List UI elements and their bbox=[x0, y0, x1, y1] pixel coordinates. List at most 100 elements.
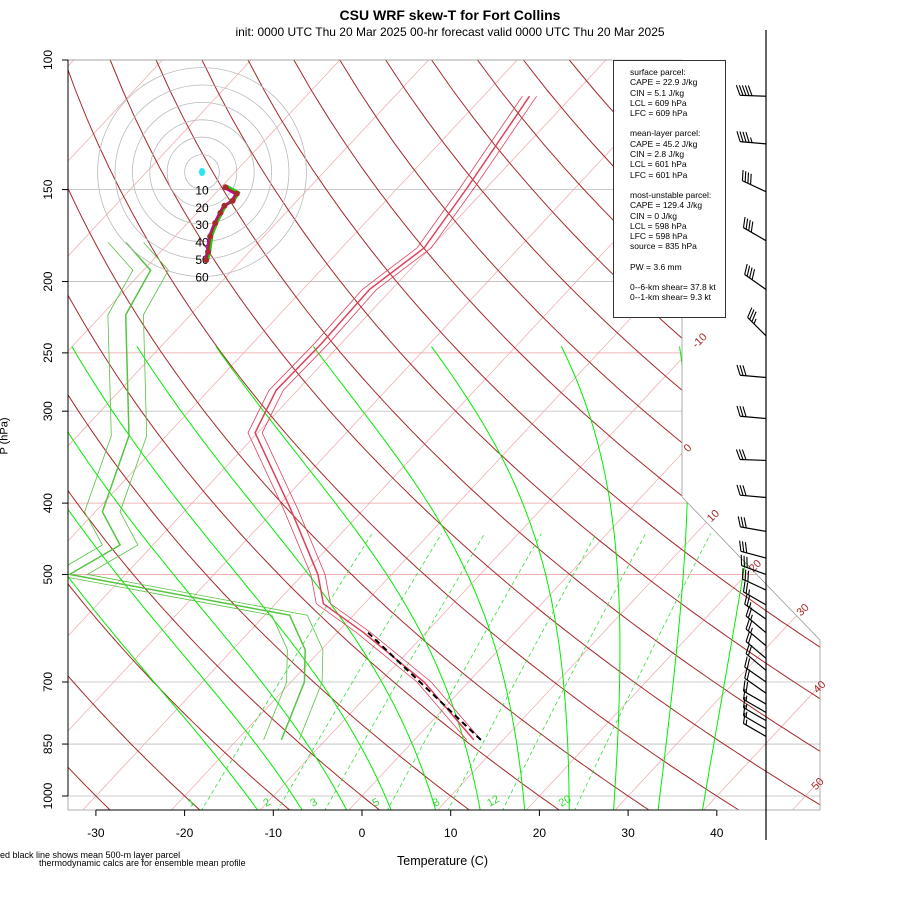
stat-line: most-unstable parcel: bbox=[630, 189, 712, 200]
wind-barb-half-feather bbox=[749, 137, 753, 143]
isotherm-line bbox=[68, 60, 341, 810]
footnote-calcs: thermodynamic calcs are for ensemble mea… bbox=[39, 858, 246, 868]
dry-adiabat bbox=[68, 60, 742, 810]
dry-adiabat bbox=[155, 60, 820, 810]
stat-line: mean-layer parcel: bbox=[630, 128, 701, 139]
hodograph-point bbox=[229, 197, 236, 204]
mixing-ratio-label: 12 bbox=[485, 793, 502, 810]
wind-barb bbox=[743, 690, 767, 705]
wind-barb-feather bbox=[744, 569, 747, 581]
wind-barb-feather bbox=[744, 85, 750, 96]
y-tick-label: 1000 bbox=[41, 782, 55, 809]
wind-barb-feather bbox=[746, 265, 751, 277]
isotherm-label: 10 bbox=[705, 508, 722, 525]
dewpoint-line bbox=[68, 242, 306, 741]
dry-adiabat bbox=[706, 60, 820, 810]
wind-barb-feather bbox=[745, 681, 749, 693]
wind-barb-half-feather bbox=[745, 719, 748, 726]
hodograph-ring-label: 20 bbox=[195, 201, 209, 215]
wind-barb-feather bbox=[742, 680, 746, 692]
hodograph-point bbox=[222, 184, 229, 191]
wind-barb-feather bbox=[749, 309, 755, 320]
wind-barb bbox=[745, 615, 767, 634]
x-axis-label: Temperature (C) bbox=[397, 854, 488, 868]
mixing-ratio-label: 2 bbox=[261, 796, 272, 809]
wind-barb-feather bbox=[741, 541, 745, 553]
dry-adiabat bbox=[68, 60, 292, 810]
stat-line: surface parcel: bbox=[630, 67, 686, 77]
x-tick-label: 20 bbox=[533, 826, 547, 840]
hodograph-ring-label: 10 bbox=[195, 183, 209, 197]
x-tick-label: -20 bbox=[176, 826, 194, 840]
shear-0-1km: 0--1-km shear= 9.3 kt bbox=[630, 292, 712, 303]
stat-line: CIN = 2.8 J/kg bbox=[630, 149, 685, 160]
isotherm-line bbox=[258, 60, 820, 810]
chart-title: CSU WRF skew-T for Fort Collins bbox=[339, 7, 561, 23]
wind-barb bbox=[743, 707, 767, 722]
parcel-stats-box: surface parcel: CAPE = 22.9 J/kg CIN = 5.1… bbox=[613, 60, 726, 318]
y-tick-label: 400 bbox=[41, 493, 55, 513]
mixing-ratio-line bbox=[573, 533, 711, 810]
moist-adiabat bbox=[560, 346, 621, 810]
mixing-ratio-line bbox=[501, 533, 646, 810]
wind-barb-feather bbox=[738, 85, 744, 96]
mixing-ratio-line bbox=[386, 533, 542, 810]
y-tick-label: 500 bbox=[41, 564, 55, 584]
moist-adiabat bbox=[68, 346, 304, 810]
dry-adiabat bbox=[339, 60, 820, 810]
isotherm-line bbox=[613, 60, 820, 810]
wind-barb-feather bbox=[742, 406, 747, 417]
hodograph-ring bbox=[166, 136, 238, 208]
wind-barb-feather bbox=[742, 216, 746, 228]
wind-barb-feather bbox=[736, 364, 741, 376]
wind-barb-feather bbox=[745, 582, 749, 594]
isotherm-line bbox=[524, 60, 820, 810]
wind-barb-feather bbox=[736, 131, 741, 142]
stat-line: CAPE = 45.2 J/kg bbox=[630, 138, 698, 149]
hodograph-ring bbox=[149, 119, 255, 225]
wind-barb-feather bbox=[744, 263, 748, 275]
stat-line: LFC = 601 hPa bbox=[630, 169, 688, 180]
hodograph-ring bbox=[184, 154, 220, 190]
dry-adiabat bbox=[385, 60, 820, 810]
temperature-line bbox=[254, 95, 531, 741]
wind-barb bbox=[740, 415, 767, 420]
mixing-ratio-line bbox=[446, 533, 597, 810]
wind-barb bbox=[739, 458, 767, 462]
wind-barb-feather bbox=[741, 169, 744, 181]
wind-barb-feather bbox=[742, 365, 747, 376]
hodograph-point bbox=[207, 233, 214, 240]
wind-barb-feather bbox=[742, 131, 747, 143]
wind-barb-half-feather bbox=[750, 627, 753, 634]
moist-adiabat bbox=[136, 346, 437, 810]
x-tick-label: -30 bbox=[87, 826, 105, 840]
isotherm-line bbox=[68, 60, 695, 810]
stat-line: source = 835 hPa bbox=[630, 241, 697, 252]
surface-parcel-stats: surface parcel: CAPE = 22.9 J/kg CIN = 5.1… bbox=[630, 67, 725, 118]
mixing-ratio-line bbox=[200, 533, 373, 810]
moist-adiabat bbox=[68, 346, 260, 810]
hodograph-ring-label: 60 bbox=[195, 270, 209, 284]
wind-barb bbox=[741, 564, 767, 576]
hodograph-ring-label: 30 bbox=[195, 218, 209, 232]
wind-barb-feather bbox=[745, 618, 750, 630]
isotherm-line bbox=[68, 60, 163, 810]
dry-adiabat bbox=[68, 60, 652, 810]
hodograph-ring bbox=[131, 102, 272, 242]
wind-barb-feather bbox=[742, 696, 746, 708]
wind-barb-feather bbox=[744, 656, 748, 668]
wind-barb-feather bbox=[751, 269, 756, 280]
wind-barb-feather bbox=[744, 171, 747, 183]
isotherm-line bbox=[68, 60, 607, 810]
wind-barb-feather bbox=[747, 172, 750, 184]
moist-adiabat bbox=[215, 346, 481, 810]
temperature-member-line bbox=[247, 95, 523, 741]
wind-barb-half-feather bbox=[745, 695, 748, 702]
hodograph-point bbox=[221, 202, 228, 209]
stat-line: LFC = 598 hPa bbox=[630, 231, 688, 242]
isotherm-line bbox=[169, 60, 820, 810]
precipitable-water: PW = 3.6 mm bbox=[630, 261, 682, 272]
stat-line: CAPE = 129.4 J/kg bbox=[630, 200, 703, 211]
y-axis-label: P (hPa) bbox=[0, 417, 11, 454]
